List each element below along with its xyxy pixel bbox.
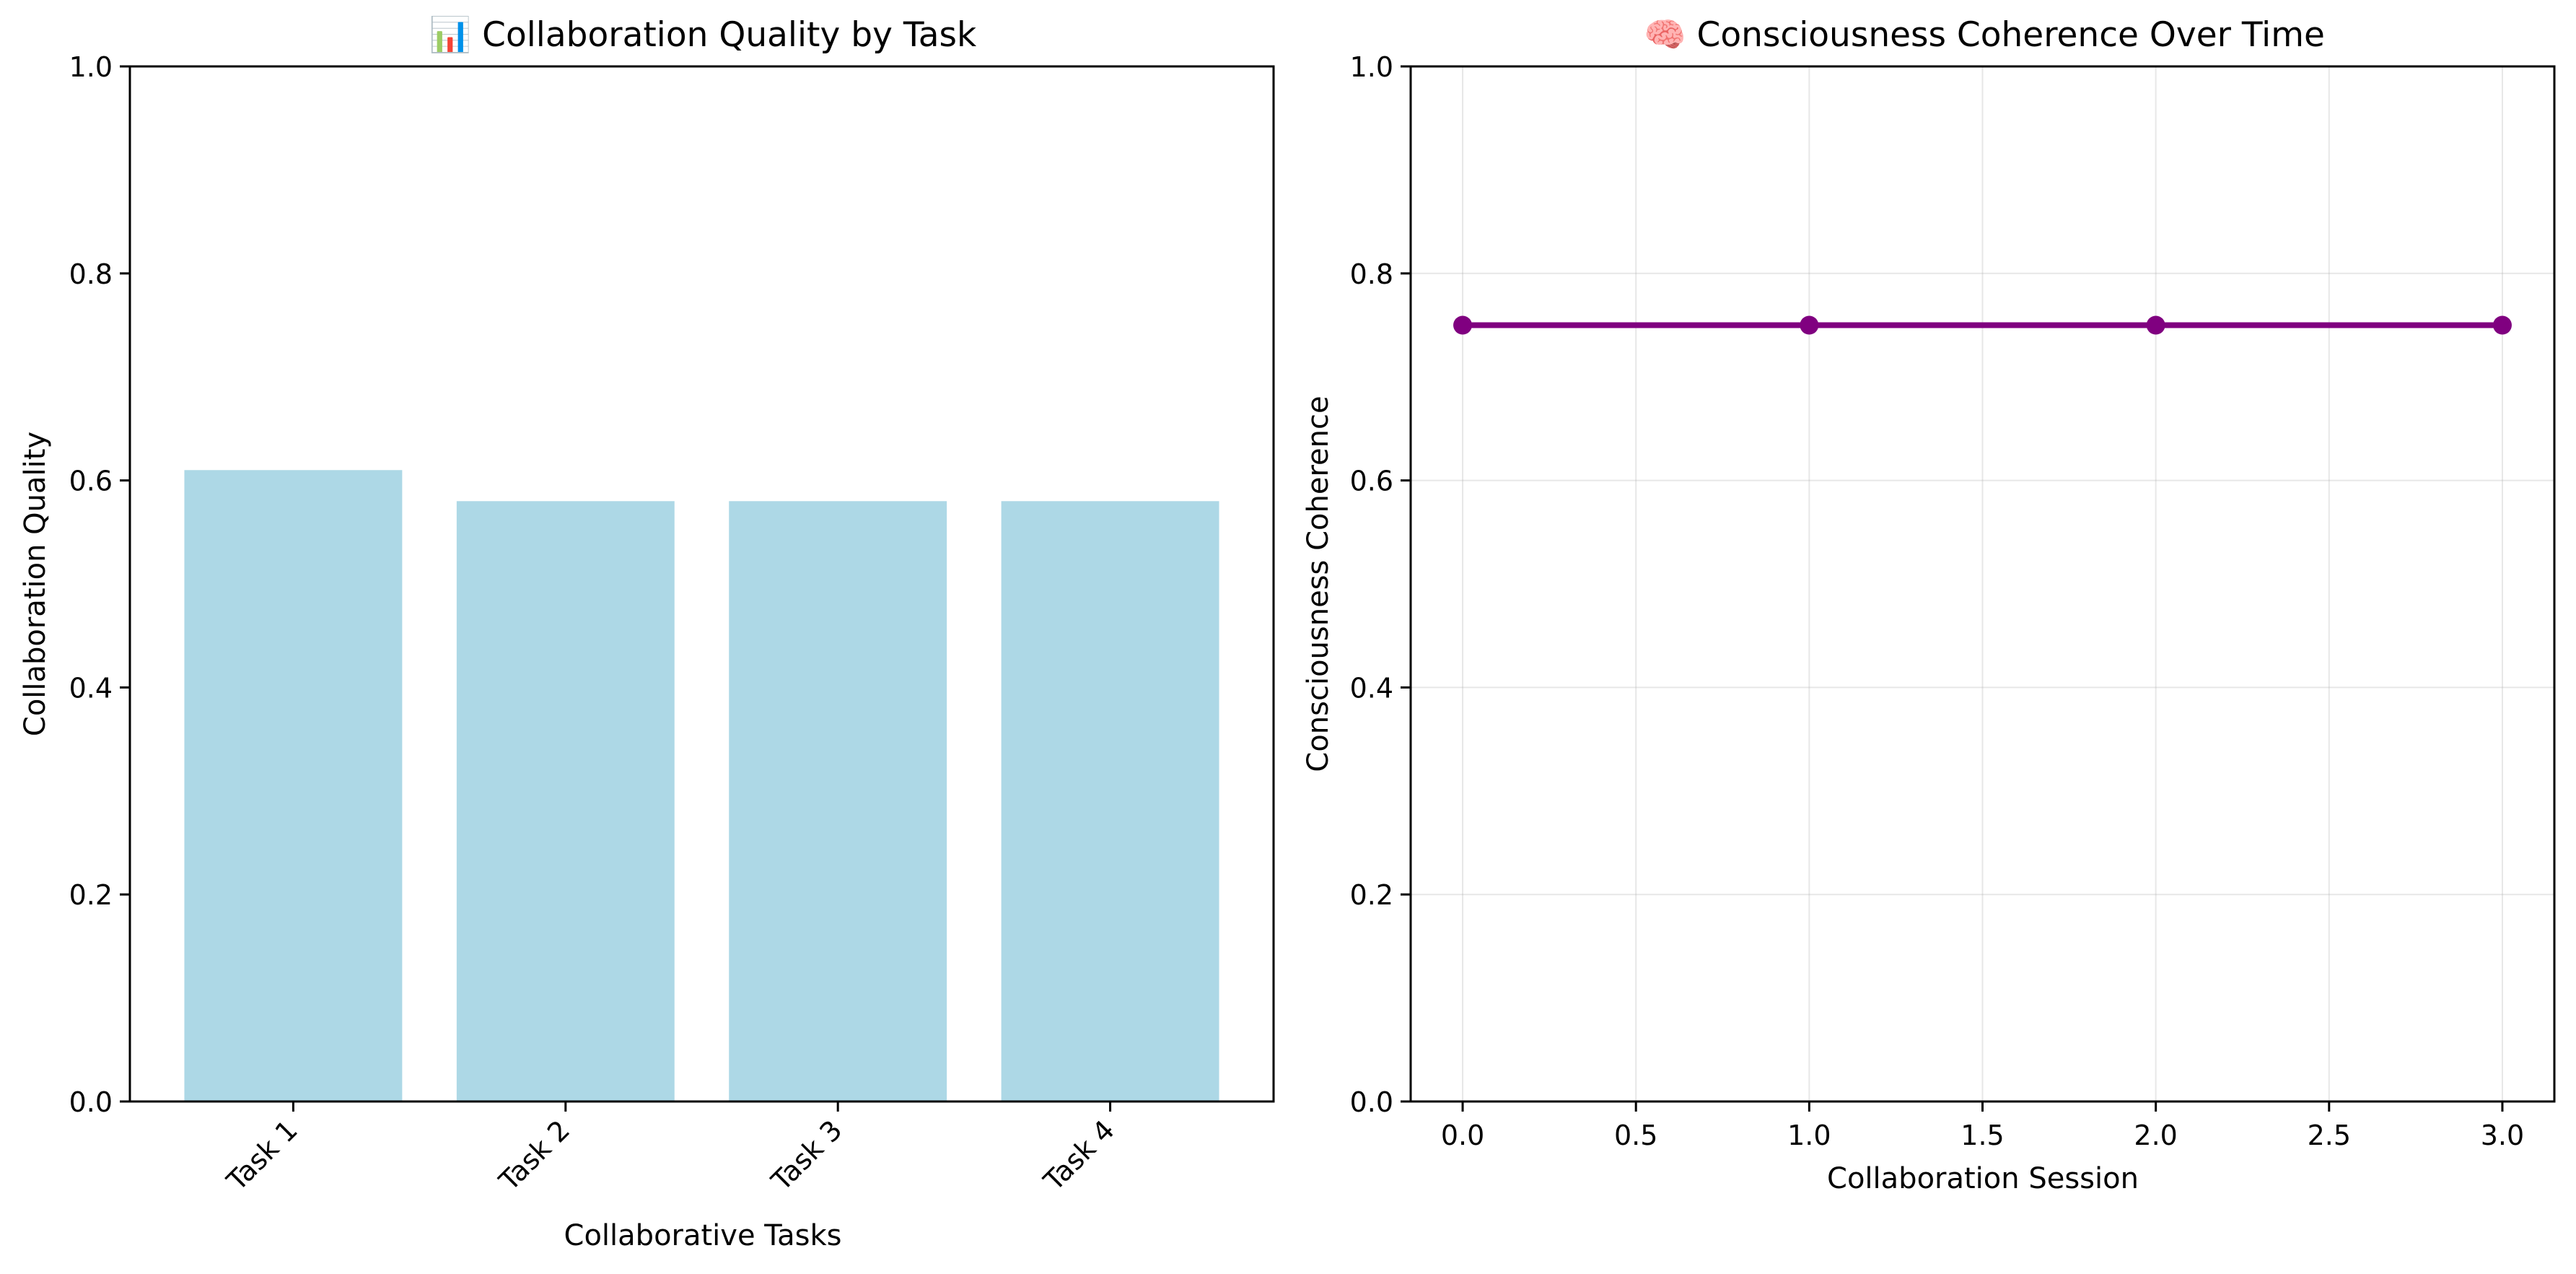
line-y-tick-label: 0.8 xyxy=(1350,258,1393,290)
line-x-tick-label: 0.5 xyxy=(1614,1120,1657,1151)
bar-chart: 📊 Collaboration Quality by Task 0.00.20.… xyxy=(19,15,1275,1252)
bar-y-tick-label: 0.8 xyxy=(69,258,113,290)
line-chart-title: 🧠 Consciousness Coherence Over Time xyxy=(1644,15,2325,55)
bar-1 xyxy=(184,470,403,1101)
line-chart-x-ticks: 0.0 0.5 1.0 1.5 2.0 2.5 3.0 xyxy=(1441,1101,2524,1151)
line-chart-y-label: Consciousness Coherence xyxy=(1302,396,1335,772)
bar-y-tick-label: 0.6 xyxy=(69,466,113,497)
bar-x-tick-label: Task 4 xyxy=(1037,1114,1120,1197)
line-chart-frame xyxy=(1409,65,2556,1103)
line-y-tick-label: 0.4 xyxy=(1350,672,1393,704)
line-x-tick-label: 3.0 xyxy=(2481,1120,2524,1151)
coherence-point-3 xyxy=(2146,315,2165,335)
bar-x-tick-label: Task 2 xyxy=(493,1114,576,1197)
line-chart-x-label: Collaboration Session xyxy=(1827,1162,2139,1195)
line-y-tick-label: 0.2 xyxy=(1350,879,1393,911)
bar-chart-bars xyxy=(184,470,1219,1101)
bar-chart-x-label: Collaborative Tasks xyxy=(564,1219,842,1252)
bar-x-tick-label: Task 3 xyxy=(765,1114,848,1197)
bar-y-tick-label: 1.0 xyxy=(69,51,113,83)
bar-2 xyxy=(456,501,675,1101)
line-y-tick-label: 1.0 xyxy=(1350,51,1393,83)
coherence-point-2 xyxy=(1800,315,1819,335)
line-chart-series xyxy=(1453,315,2512,335)
line-x-tick-label: 1.5 xyxy=(1961,1120,2004,1151)
line-x-tick-label: 2.0 xyxy=(2134,1120,2177,1151)
bar-x-tick-label: Task 1 xyxy=(220,1114,303,1197)
bar-chart-title: 📊 Collaboration Quality by Task xyxy=(429,15,977,55)
line-x-tick-label: 2.5 xyxy=(2308,1120,2351,1151)
bar-chart-x-ticks: Task 1 Task 2 Task 3 Task 4 xyxy=(220,1101,1121,1197)
bar-3 xyxy=(729,501,947,1101)
line-chart: 🧠 Consciousness Coherence Over Time 0.00… xyxy=(1302,15,2556,1195)
bar-y-tick-label: 0.2 xyxy=(69,879,113,911)
bar-y-tick-label: 0.4 xyxy=(69,672,113,704)
coherence-point-4 xyxy=(2492,315,2512,335)
bar-chart-frame xyxy=(128,65,1275,1103)
coherence-point-1 xyxy=(1453,315,1473,335)
bar-chart-y-ticks: 0.0 0.2 0.4 0.6 0.8 1.0 xyxy=(69,51,130,1118)
bar-y-tick-label: 0.0 xyxy=(69,1086,113,1118)
line-y-tick-label: 0.6 xyxy=(1350,466,1393,497)
line-x-tick-label: 1.0 xyxy=(1787,1120,1831,1151)
line-chart-grid xyxy=(1411,66,2554,1102)
bar-4 xyxy=(1001,501,1219,1101)
line-y-tick-label: 0.0 xyxy=(1350,1086,1393,1118)
line-x-tick-label: 0.0 xyxy=(1441,1120,1484,1151)
line-chart-y-ticks: 0.0 0.2 0.4 0.6 0.8 1.0 xyxy=(1350,51,1411,1118)
bar-chart-y-label: Collaboration Quality xyxy=(19,432,52,736)
